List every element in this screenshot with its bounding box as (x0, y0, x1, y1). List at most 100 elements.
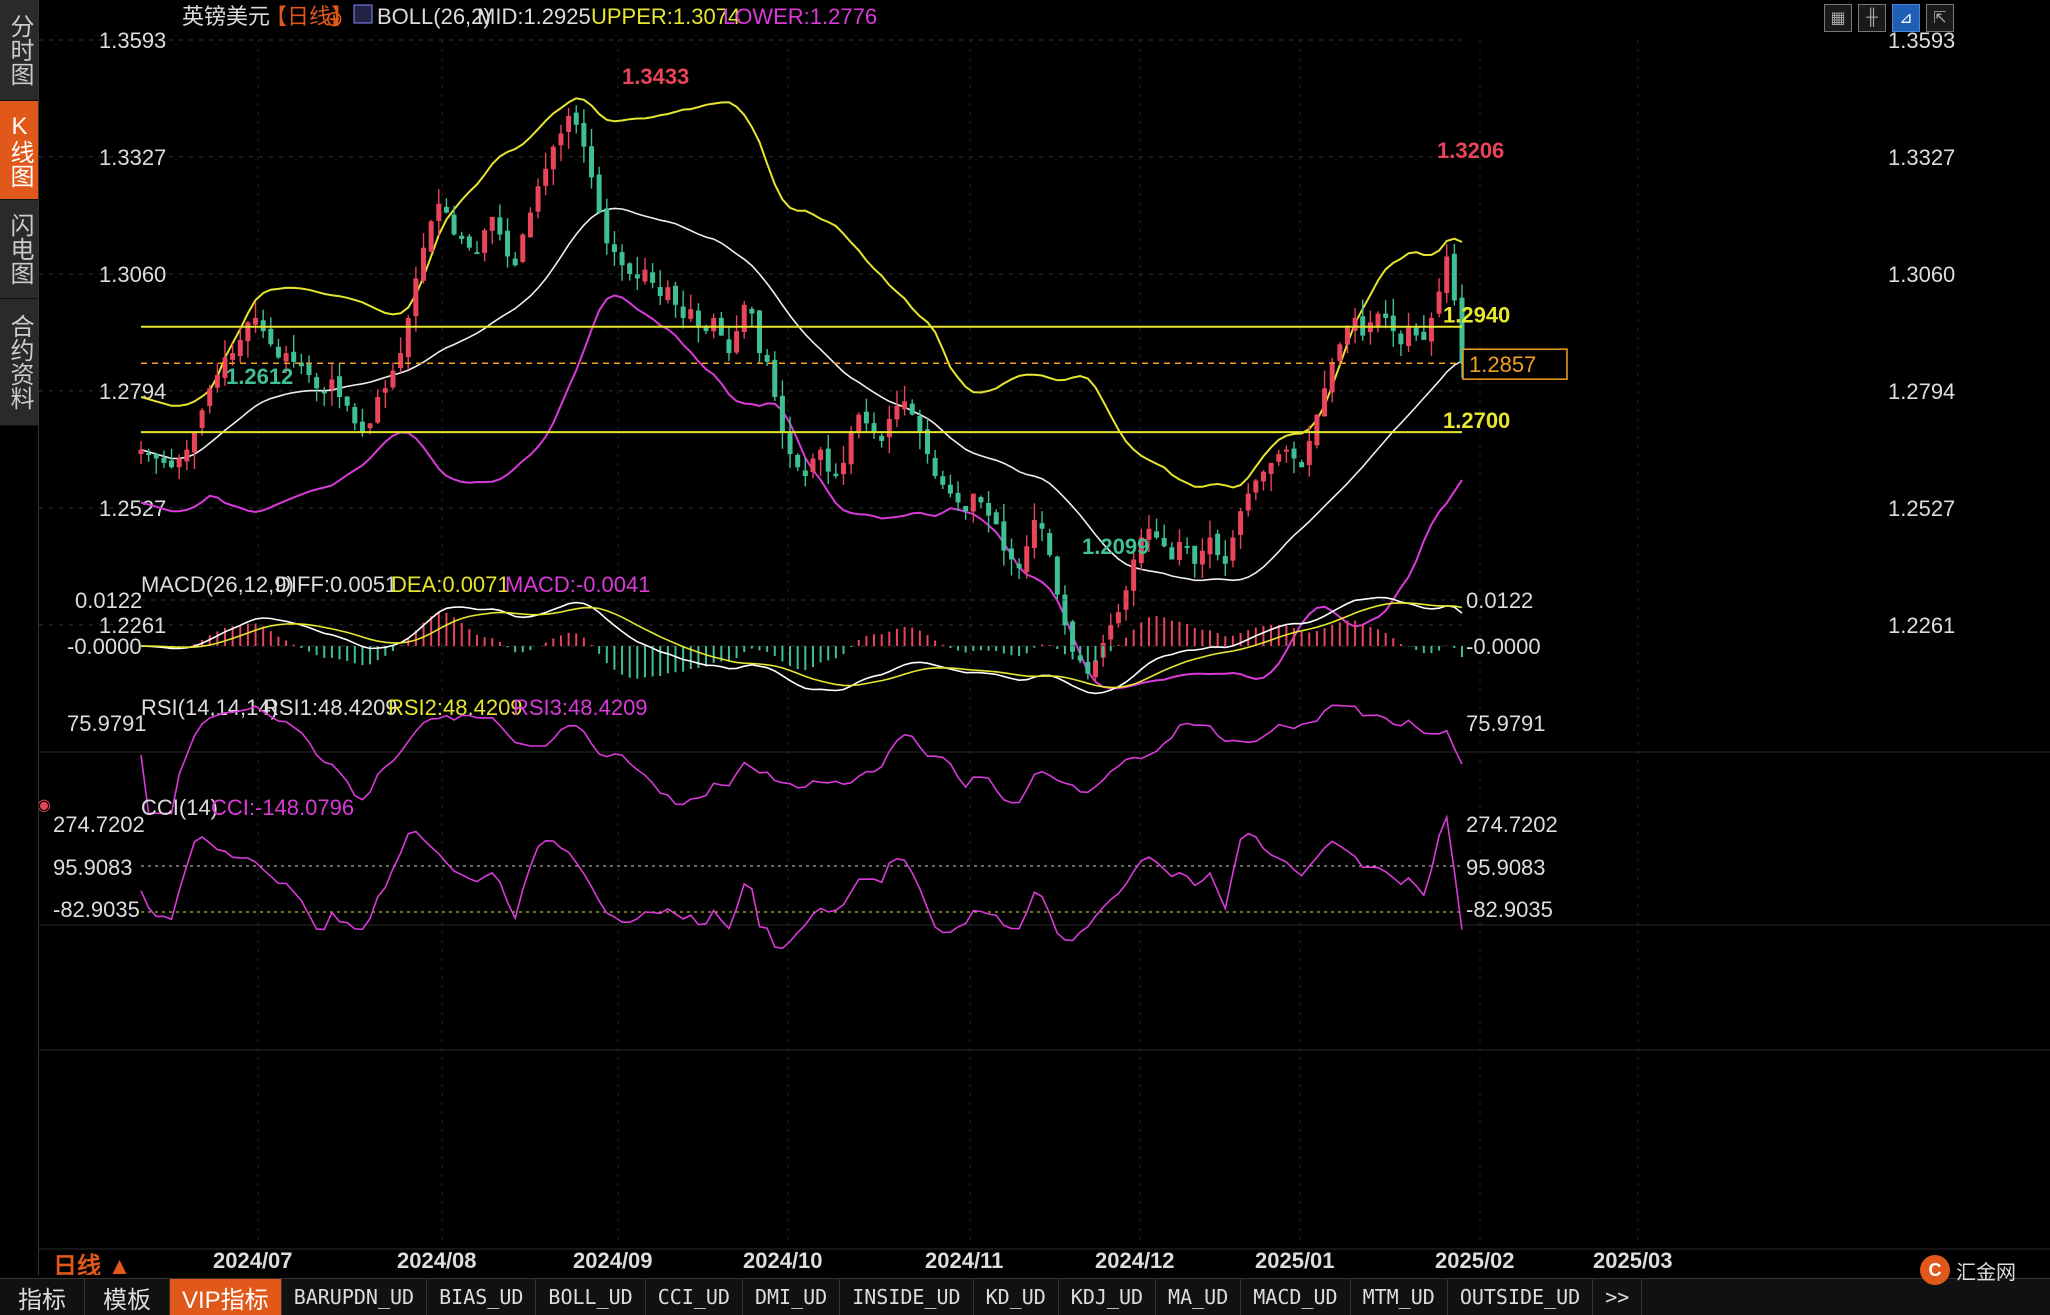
indicator-tab[interactable]: >> (1593, 1279, 1643, 1315)
candle-body (1154, 531, 1160, 538)
candlestick-icon[interactable]: ╫ (1858, 4, 1886, 32)
expand-icon[interactable]: ⇱ (1926, 4, 1954, 32)
candle-body (726, 339, 732, 354)
symbol-name: 英镑美元 (182, 4, 270, 29)
macd-dea-line (140, 602, 1463, 689)
candle-body (757, 310, 763, 354)
candle-body (894, 405, 900, 420)
boll-mid-line (140, 207, 1463, 582)
candle-body (1207, 537, 1213, 555)
candle-body (1413, 327, 1419, 336)
indicator-tab[interactable]: BARUPDN_UD (282, 1279, 428, 1315)
candle-body (359, 421, 365, 433)
candle-body (657, 287, 663, 297)
cci-axis-label: 95.9083 (53, 855, 133, 880)
candle-body (382, 388, 388, 393)
period-label: 【日线】 (265, 4, 353, 29)
price-axis-label-right: 1.3060 (1888, 262, 1955, 287)
indicator-tab[interactable]: KDJ_UD (1059, 1279, 1157, 1315)
candle-body (1031, 519, 1037, 549)
rsi1-value: RSI1:48.4209 (263, 695, 398, 720)
candle-body (1238, 511, 1244, 535)
indicator-tab[interactable]: 指标 (0, 1279, 85, 1315)
chart-area[interactable]: 1.3593 1.3593 1.3327 1.3327 1.3060 1.3060 1.27… (37, 0, 2050, 1280)
candle-body (802, 470, 808, 477)
side-tab-timeshare[interactable]: 分时图 (0, 0, 38, 101)
candle-body (1131, 559, 1137, 591)
candle-body (924, 429, 930, 455)
candle-body (222, 357, 228, 378)
candle-body (1436, 291, 1442, 314)
candle-body (810, 458, 816, 472)
period-button: 日线 ▲ (53, 1253, 131, 1275)
boll-upper-line (140, 97, 1463, 489)
indicator-tab[interactable]: DMI_UD (743, 1279, 841, 1315)
indicator-tab[interactable]: MTM_UD (1351, 1279, 1448, 1315)
macd-axis-zero: -0.0000 (67, 634, 142, 659)
candle-body (1352, 317, 1358, 331)
indicator-tab[interactable]: BOLL_UD (536, 1279, 646, 1315)
candle-body (535, 186, 541, 212)
logo-text: 汇金网 (1956, 1261, 2016, 1284)
grid-icon[interactable]: ▦ (1824, 4, 1852, 32)
candle-body (589, 146, 595, 178)
indicator-tab[interactable]: VIP指标 (170, 1279, 282, 1315)
candle-body (497, 217, 503, 235)
candle-body (1322, 388, 1328, 417)
candle-body (711, 317, 717, 332)
candle-body (970, 493, 976, 512)
candle-body (405, 317, 411, 358)
side-tab-flash[interactable]: 闪电图 (0, 200, 38, 299)
current-price-label: 1.2857 (1469, 352, 1536, 377)
candle-body (1008, 548, 1014, 560)
cci-title: CCI(14) (141, 795, 218, 820)
candle-body (1337, 344, 1343, 361)
candle-body (566, 115, 572, 132)
side-tab-kline[interactable]: K线图 (0, 101, 38, 200)
candle-body (520, 234, 526, 262)
candle-body (466, 236, 472, 248)
candle-body (398, 353, 404, 369)
candle-body (680, 306, 686, 318)
candle-body (344, 396, 350, 406)
candle-body (367, 423, 373, 429)
indicator-tab[interactable]: BIAS_UD (427, 1279, 537, 1315)
candle-body (795, 454, 801, 468)
boll-lower-line (140, 294, 1463, 690)
boll-upper-value: UPPER:1.3074 (591, 4, 740, 29)
cci-axis-label-right: -82.9035 (1466, 897, 1553, 922)
candle-body (275, 346, 281, 358)
indicator-tab[interactable]: MA_UD (1156, 1279, 1242, 1315)
kline-chart-svg[interactable]: 1.3593 1.3593 1.3327 1.3327 1.3060 1.3060 1.27… (37, 0, 2050, 1280)
candle-body (703, 326, 709, 332)
macd-dea-value: DEA:0.0071 (391, 572, 510, 597)
macd-axis-top-right: 0.0122 (1466, 588, 1533, 613)
indicator-tab[interactable]: OUTSIDE_UD (1448, 1279, 1594, 1315)
candle-body (1184, 546, 1190, 549)
price-axis-label-left: 1.2794 (99, 379, 166, 404)
price-axis-label-left: 1.3060 (99, 262, 166, 287)
macd-diff-line (140, 596, 1463, 695)
side-tab-contract[interactable]: 合约资料 (0, 299, 38, 426)
candle-body (1406, 326, 1412, 347)
time-axis-label: 2024/10 (743, 1248, 823, 1273)
macd-hist-value: MACD:-0.0041 (505, 572, 651, 597)
candle-body (634, 274, 640, 279)
indicator-tab[interactable]: KD_UD (974, 1279, 1059, 1315)
candle-body (947, 484, 953, 494)
candle-body (337, 376, 343, 398)
candle-body (260, 320, 266, 332)
candle-body (1375, 313, 1381, 327)
indicator-tab[interactable]: MACD_UD (1241, 1279, 1351, 1315)
indicator-tab[interactable]: 模板 (85, 1279, 170, 1315)
indicator-tab[interactable]: CCI_UD (646, 1279, 743, 1315)
candle-body (604, 208, 610, 244)
candle-body (421, 247, 427, 281)
line-chart-icon[interactable]: ⊿ (1892, 4, 1920, 32)
indicator-tab[interactable]: INSIDE_UD (840, 1279, 974, 1315)
candle-body (871, 423, 877, 433)
candle-body (840, 462, 846, 475)
candle-body (428, 221, 434, 252)
price-axis-label-right: 1.2261 (1888, 613, 1955, 638)
candle-body (749, 308, 755, 314)
